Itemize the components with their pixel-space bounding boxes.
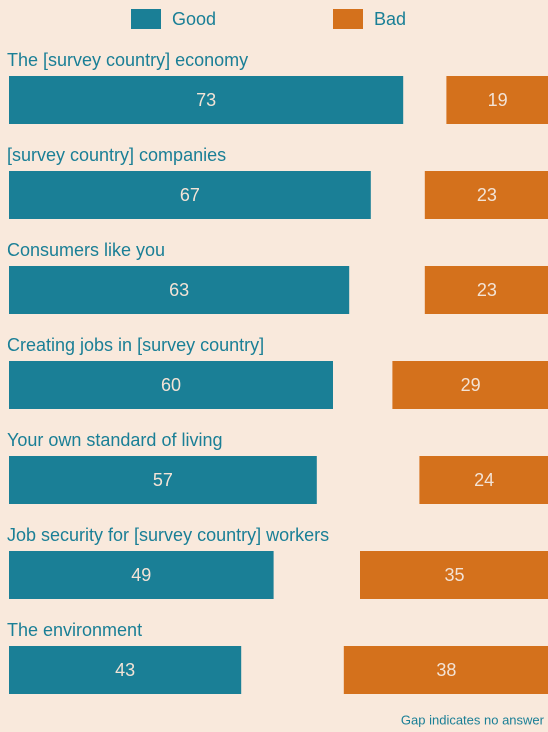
category-label: Job security for [survey country] worker… — [7, 525, 329, 545]
value-label: 57 — [153, 470, 173, 490]
value-label: 19 — [488, 90, 508, 110]
bar — [9, 361, 333, 409]
value-label: 67 — [180, 185, 200, 205]
legend-label: Bad — [374, 9, 406, 29]
category-label: Your own standard of living — [7, 430, 222, 450]
value-label: 23 — [477, 280, 497, 300]
value-label: 43 — [115, 660, 135, 680]
value-label: 23 — [477, 185, 497, 205]
value-label: 29 — [461, 375, 481, 395]
legend-swatch — [131, 9, 161, 29]
bar — [9, 76, 404, 124]
value-label: 49 — [131, 565, 151, 585]
value-label: 35 — [444, 565, 464, 585]
bar — [424, 266, 548, 314]
category-label: The environment — [7, 620, 142, 640]
bar — [446, 76, 548, 124]
bar — [9, 171, 371, 219]
value-label: 63 — [169, 280, 189, 300]
bar — [9, 646, 242, 694]
legend-label: Good — [172, 9, 216, 29]
value-label: 38 — [436, 660, 456, 680]
category-label: Creating jobs in [survey country] — [7, 335, 264, 355]
category-label: [survey country] companies — [7, 145, 226, 165]
bar — [9, 551, 274, 599]
bar — [343, 646, 548, 694]
category-label: Consumers like you — [7, 240, 165, 260]
legend-swatch — [333, 9, 363, 29]
bar — [424, 171, 548, 219]
bar — [419, 456, 548, 504]
value-label: 73 — [196, 90, 216, 110]
value-label: 24 — [474, 470, 494, 490]
bar — [9, 456, 317, 504]
value-label: 60 — [161, 375, 181, 395]
category-label: The [survey country] economy — [7, 50, 248, 70]
footnote: Gap indicates no answer — [401, 712, 545, 727]
bar — [360, 551, 548, 599]
bar — [9, 266, 350, 314]
bar — [392, 361, 548, 409]
